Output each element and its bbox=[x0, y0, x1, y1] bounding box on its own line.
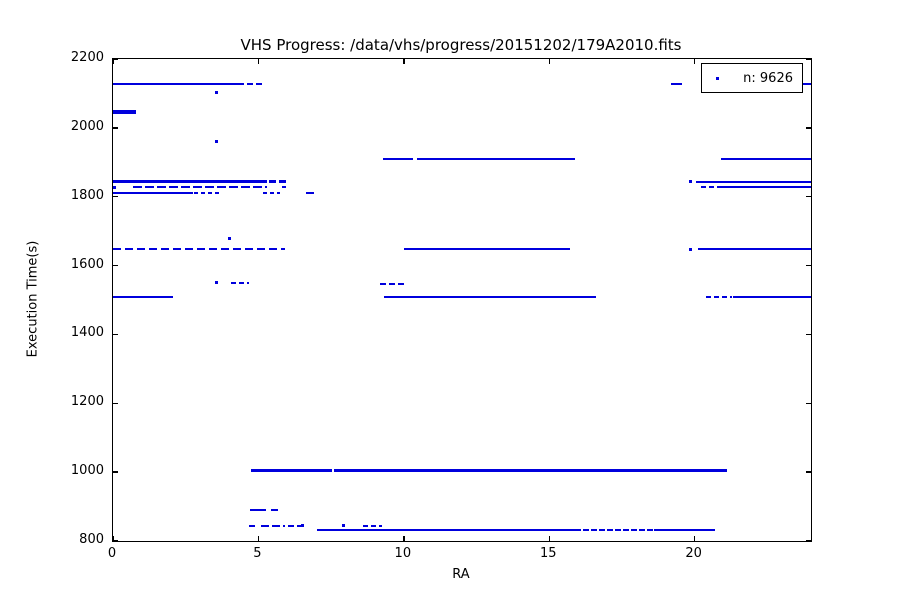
axis-tick-mark bbox=[257, 59, 260, 64]
legend-label: n: 9626 bbox=[743, 70, 793, 86]
scatter-point bbox=[227, 236, 231, 240]
scatter-band-segment bbox=[305, 192, 315, 195]
scatter-band-segment bbox=[287, 524, 305, 527]
axis-tick-mark bbox=[806, 59, 811, 60]
scatter-band-segment bbox=[281, 186, 287, 189]
axis-tick-mark bbox=[113, 127, 118, 129]
y-tick-label: 1400 bbox=[70, 325, 104, 341]
axis-tick-mark bbox=[806, 264, 811, 267]
scatter-band-segment bbox=[268, 180, 290, 184]
axis-tick-mark bbox=[113, 471, 118, 473]
y-tick-label: 1600 bbox=[70, 256, 104, 272]
y-tick-label: 1800 bbox=[70, 187, 104, 203]
scatter-point bbox=[689, 180, 693, 184]
plot-area bbox=[112, 58, 812, 542]
scatter-band-segment bbox=[382, 157, 414, 160]
x-axis-label: RA bbox=[452, 567, 470, 582]
scatter-band-segment bbox=[113, 180, 268, 184]
scatter-band-segment bbox=[380, 282, 406, 285]
x-tick-label: 10 bbox=[394, 546, 412, 561]
scatter-band-segment bbox=[261, 524, 285, 527]
scatter-point bbox=[113, 185, 117, 189]
axis-tick-mark bbox=[806, 402, 811, 405]
scatter-band-segment bbox=[334, 468, 727, 472]
axis-tick-mark bbox=[806, 471, 811, 473]
legend: n: 9626 bbox=[701, 63, 803, 93]
axis-tick-mark bbox=[403, 59, 405, 64]
axis-tick-mark bbox=[113, 264, 118, 267]
axis-tick-mark bbox=[403, 536, 405, 541]
x-tick-label: 5 bbox=[253, 546, 262, 561]
scatter-band-segment bbox=[695, 180, 811, 184]
scatter-band-segment bbox=[113, 295, 174, 298]
y-tick-label: 800 bbox=[79, 532, 104, 547]
y-tick-label: 2000 bbox=[70, 118, 104, 134]
scatter-band-segment bbox=[706, 295, 733, 298]
axis-tick-mark bbox=[693, 59, 696, 64]
scatter-point bbox=[341, 524, 345, 527]
scatter-band-segment bbox=[113, 192, 193, 195]
scatter-band-segment bbox=[113, 82, 239, 85]
scatter-band-segment bbox=[250, 509, 266, 512]
scatter-band-segment bbox=[238, 82, 263, 85]
scatter-band-segment bbox=[575, 529, 654, 532]
axis-tick-mark bbox=[257, 536, 260, 541]
scatter-point bbox=[689, 247, 693, 251]
axis-tick-mark bbox=[693, 536, 696, 541]
scatter-band-segment bbox=[671, 82, 682, 85]
axis-tick-mark bbox=[113, 402, 118, 405]
scatter-band-segment bbox=[732, 295, 811, 298]
scatter-point bbox=[300, 524, 304, 527]
scatter-band-segment bbox=[113, 248, 285, 251]
axis-tick-mark bbox=[113, 195, 118, 198]
axis-tick-mark bbox=[113, 540, 118, 541]
scatter-band-segment bbox=[720, 157, 811, 160]
scatter-point bbox=[215, 140, 219, 144]
axis-tick-mark bbox=[113, 333, 118, 336]
y-axis-label: Execution Time(s) bbox=[25, 240, 41, 358]
scatter-band-segment bbox=[697, 248, 811, 251]
scatter-band-segment bbox=[133, 186, 268, 189]
axis-tick-mark bbox=[806, 333, 811, 336]
axis-tick-mark bbox=[548, 59, 550, 64]
axis-tick-mark bbox=[113, 59, 118, 60]
y-tick-label: 2200 bbox=[70, 50, 104, 65]
axis-tick-mark bbox=[806, 540, 811, 541]
scatter-band-segment bbox=[700, 186, 718, 189]
scatter-band-segment bbox=[384, 295, 596, 298]
scatter-point bbox=[215, 90, 219, 94]
scatter-band-segment bbox=[249, 524, 259, 527]
scatter-band-segment bbox=[416, 157, 576, 160]
scatter-band-segment bbox=[251, 468, 332, 472]
scatter-point bbox=[214, 281, 218, 285]
scatter-band-segment bbox=[270, 509, 278, 512]
scatter-band-segment bbox=[717, 186, 811, 189]
axis-tick-mark bbox=[113, 59, 114, 64]
x-tick-label: 0 bbox=[107, 546, 117, 561]
scatter-band-segment bbox=[263, 192, 280, 195]
scatter-band-segment bbox=[363, 524, 382, 527]
x-tick-label: 20 bbox=[685, 546, 702, 561]
axis-tick-mark bbox=[806, 127, 811, 129]
axis-tick-mark bbox=[806, 195, 811, 198]
axis-tick-mark bbox=[113, 536, 114, 541]
scatter-band-segment bbox=[231, 281, 250, 284]
scatter-band-segment bbox=[654, 529, 716, 532]
y-tick-label: 1200 bbox=[70, 394, 104, 410]
x-tick-label: 15 bbox=[539, 546, 557, 561]
scatter-band-segment bbox=[316, 529, 576, 532]
axis-tick-mark bbox=[548, 536, 550, 541]
legend-point-marker bbox=[716, 76, 719, 80]
chart-title: VHS Progress: /data/vhs/progress/2015120… bbox=[240, 36, 682, 54]
scatter-band-segment bbox=[113, 110, 136, 114]
y-tick-label: 1000 bbox=[70, 463, 104, 479]
scatter-band-segment bbox=[403, 248, 571, 251]
scatter-band-segment bbox=[194, 192, 220, 195]
